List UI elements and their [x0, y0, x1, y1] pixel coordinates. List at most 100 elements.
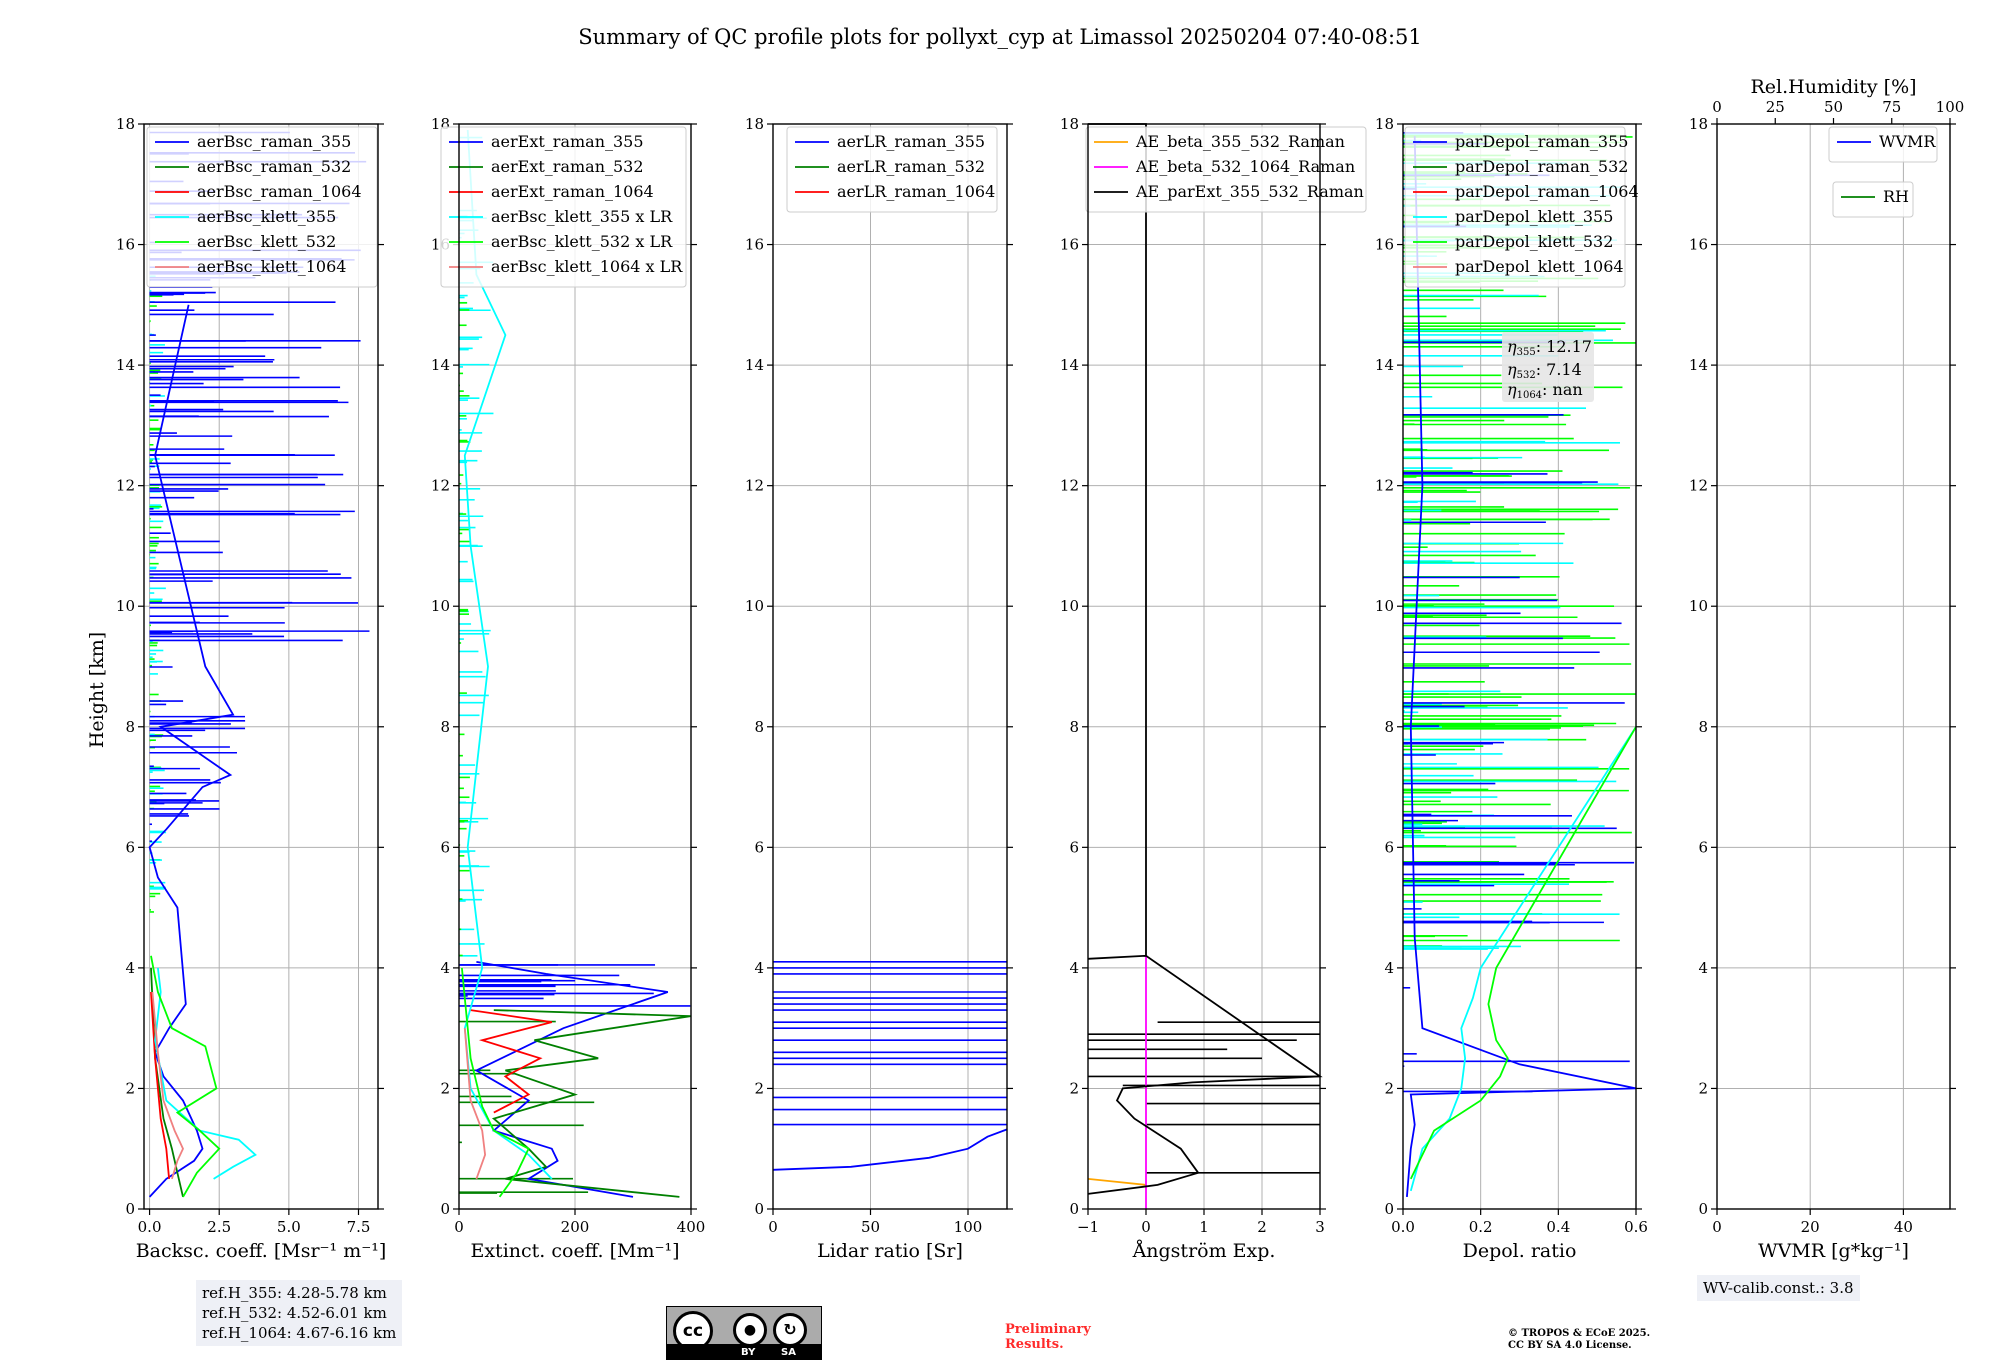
rh-tick-label: 100 [1936, 98, 1965, 116]
legend-entry-aerExt_raman_1064: aerExt_raman_1064 [491, 182, 654, 201]
ytick-label-ext: 12 [431, 477, 450, 495]
legend-entry-parDepol_raman_1064: parDepol_raman_1064 [1455, 182, 1639, 201]
eta-1064: η1064: nan [1507, 380, 1583, 401]
xtick-label-ae: 3 [1315, 1218, 1325, 1236]
ytick-label-bsc: 0 [125, 1200, 135, 1218]
legend-entry-aerBsc_klett_355 x LR: aerBsc_klett_355 x LR [491, 207, 673, 226]
ytick-label-wv: 2 [1698, 1079, 1708, 1097]
xaxis-label-lr: Lidar ratio [Sr] [817, 1240, 963, 1262]
xtick-label-dep: 0.2 [1469, 1218, 1493, 1236]
ytick-label-wv: 10 [1689, 597, 1708, 615]
frame-bsc [143, 123, 379, 1210]
legend-box [1085, 126, 1367, 213]
series-aerBsc_raman_1064 [150, 991, 170, 1179]
ytick-label-wv: 18 [1689, 115, 1708, 133]
ytick-label-ae: 8 [1069, 718, 1079, 736]
frame-wv [1716, 123, 1951, 1210]
legend-entry-AE_beta_355_532_Raman: AE_beta_355_532_Raman [1135, 132, 1345, 151]
ytick-label-dep: 2 [1384, 1079, 1394, 1097]
xtick-label-ext: 0 [454, 1218, 464, 1236]
xtick-label-lr: 50 [861, 1218, 880, 1236]
cc-license-badge: cc ● ↻ BY SA [666, 1306, 822, 1360]
ytick-label-wv: 6 [1698, 838, 1708, 856]
ytick-label-ae: 4 [1069, 959, 1079, 977]
ytick-label-ae: 6 [1069, 838, 1079, 856]
xtick-label-bsc: 7.5 [347, 1218, 371, 1236]
reference-height-box: ref.H_355: 4.28-5.78 km ref.H_532: 4.52-… [196, 1280, 403, 1346]
ytick-label-ext: 0 [440, 1200, 450, 1218]
series-aerExt_raman_532 [491, 1009, 692, 1198]
ytick-label-bsc: 6 [125, 838, 135, 856]
legend-entry-aerExt_raman_355: aerExt_raman_355 [491, 132, 644, 151]
ytick-label-wv: 4 [1698, 959, 1708, 977]
series-parDepol_klett_532 [1409, 726, 1637, 1180]
legend-entry-RH: RH [1883, 187, 1909, 206]
ytick-label-ext: 6 [440, 838, 450, 856]
series-AE_beta_355_532_Raman [1087, 1178, 1147, 1186]
rh-tick-label: 25 [1766, 98, 1785, 116]
ytick-label-ae: 14 [1060, 356, 1079, 374]
ytick-label-lr: 16 [745, 236, 764, 254]
ytick-label-bsc: 14 [116, 356, 135, 374]
panel-wv: 0 20 40 0 2 4 6 8 10 12 14 16 18 WVMR [g*kg⁻¹] 0 25 50 75… [1689, 76, 1964, 1262]
legend-box [440, 126, 687, 288]
panel-lr: 0 50 100 0 2 4 6 8 10 12 14 16 18 Lidar ratio [Sr] aer… [745, 115, 1013, 1262]
legend-entry-aerBsc_klett_355: aerBsc_klett_355 [197, 207, 336, 226]
sa-label: SA [781, 1347, 796, 1358]
series-aerExt_raman_1064 [470, 1009, 553, 1114]
ytick-label-dep: 14 [1375, 356, 1394, 374]
ytick-label-wv: 8 [1698, 718, 1708, 736]
series-AE_parExt_355_532_Raman [1087, 123, 1323, 1195]
legend-entry-parDepol_klett_1064: parDepol_klett_1064 [1455, 257, 1624, 276]
series-aerBsc_klett_1064 x LR [463, 1028, 487, 1180]
panel-bsc: 0.0 2.5 5.0 7.5 0 2 4 6 8 10 12 14 16 18 Backsc. coeff… [116, 115, 386, 1262]
legend-entry-aerExt_raman_532: aerExt_raman_532 [491, 157, 644, 176]
by-label: BY [741, 1347, 756, 1358]
ref-height-1064: ref.H_1064: 4.67-6.16 km [202, 1324, 397, 1342]
copyright-line-1: © TROPOS & ECoE 2025. [1508, 1328, 1651, 1339]
xtick-label-ae: 2 [1257, 1218, 1267, 1236]
xtick-label-dep: 0.0 [1391, 1218, 1415, 1236]
xtick-label-ext: 200 [561, 1218, 590, 1236]
ytick-label-ae: 12 [1060, 477, 1079, 495]
frame-ae [1087, 123, 1321, 1210]
xtick-label-ae: −1 [1077, 1218, 1099, 1236]
copyright-note: © TROPOS & ECoE 2025. CC BY SA 4.0 Licen… [1508, 1328, 1650, 1352]
legend-entry-parDepol_klett_355: parDepol_klett_355 [1455, 207, 1613, 226]
ytick-label-wv: 12 [1689, 477, 1708, 495]
xtick-label-bsc: 0.0 [138, 1218, 162, 1236]
ytick-label-ae: 16 [1060, 236, 1079, 254]
preliminary-note: Preliminary Results. [1005, 1322, 1091, 1352]
legend-entry-aerBsc_raman_1064: aerBsc_raman_1064 [197, 182, 362, 201]
ytick-label-lr: 10 [745, 597, 764, 615]
frame-ext [458, 123, 692, 1210]
ytick-label-dep: 12 [1375, 477, 1394, 495]
ytick-label-wv: 0 [1698, 1200, 1708, 1218]
preliminary-line-1: Preliminary [1005, 1322, 1091, 1337]
xtick-label-ae: 0 [1141, 1218, 1151, 1236]
series-parDepol_raman_355 [1406, 136, 1637, 1197]
ytick-label-ext: 10 [431, 597, 450, 615]
ytick-label-ae: 0 [1069, 1200, 1079, 1218]
height-axis-label: Height [km] [86, 632, 108, 748]
ytick-label-ae: 2 [1069, 1079, 1079, 1097]
rh-tick-label: 0 [1712, 98, 1722, 116]
legend-entry-parDepol_raman_355: parDepol_raman_355 [1455, 132, 1628, 151]
series-aerBsc_raman_355 [148, 304, 235, 1198]
ytick-label-bsc: 10 [116, 597, 135, 615]
series-aerExt_raman_355 [474, 961, 669, 1198]
eta-box [1502, 332, 1594, 402]
legend-entry-AE_parExt_355_532_Raman: AE_parExt_355_532_Raman [1135, 182, 1364, 201]
legend-box [786, 126, 998, 213]
xaxis-label-ae: Ångström Exp. [1132, 1240, 1276, 1262]
legend-entry-aerBsc_raman_532: aerBsc_raman_532 [197, 157, 351, 176]
legend-box [146, 126, 378, 288]
series-parDepol_klett_355 [1409, 726, 1637, 1192]
xtick-label-bsc: 5.0 [277, 1218, 301, 1236]
ytick-label-dep: 6 [1384, 838, 1394, 856]
figure-title: Summary of QC profile plots for pollyxt_… [578, 25, 1422, 49]
xtick-label-dep: 0.4 [1546, 1218, 1570, 1236]
